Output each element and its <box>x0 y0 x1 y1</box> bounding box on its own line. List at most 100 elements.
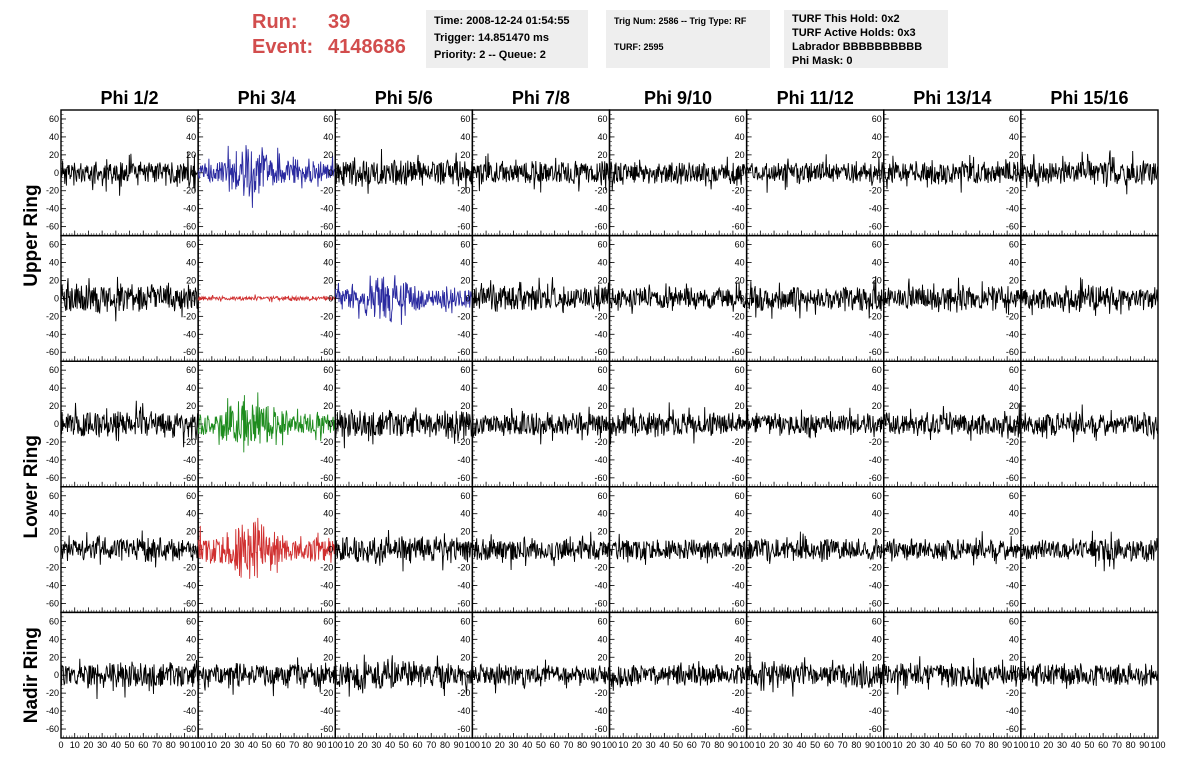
waveform-panel: -60 -40 -20 0 20 40 60 <box>320 486 474 614</box>
waveform-line <box>334 148 473 194</box>
y-tick-label: 40 <box>872 132 882 142</box>
y-tick-label: 40 <box>49 509 59 519</box>
waveform-panel: -60 -40 -20 0 20 40 60 <box>46 486 199 614</box>
y-tick-label: 40 <box>460 634 470 644</box>
waveform-line <box>197 294 336 303</box>
time-text: Time: 2008-12-24 01:54:55 <box>434 15 570 27</box>
y-tick-label: 60 <box>1009 240 1019 250</box>
y-tick-label: -40 <box>594 580 607 590</box>
y-tick-label: 60 <box>735 114 745 124</box>
x-tick-label: 80 <box>577 740 587 750</box>
y-tick-label: 0 <box>740 293 745 303</box>
y-tick-label: -40 <box>1006 204 1019 214</box>
y-tick-label: 20 <box>186 527 196 537</box>
y-tick-label: 20 <box>597 401 607 411</box>
labrador-text: Labrador BBBBBBBBBB <box>792 41 923 53</box>
x-tick-label: 60 <box>961 740 971 750</box>
y-tick-label: -20 <box>732 688 745 698</box>
column-header: Phi 3/4 <box>238 88 296 108</box>
y-tick-label: 20 <box>323 401 333 411</box>
y-tick-label: -60 <box>320 222 333 232</box>
y-tick-label: 40 <box>460 132 470 142</box>
y-tick-label: -40 <box>594 204 607 214</box>
waveform-panel: -60 -40 -20 0 20 40 60 <box>732 234 885 362</box>
y-tick-label: 0 <box>191 670 196 680</box>
x-tick-label: 30 <box>783 740 793 750</box>
y-tick-label: -60 <box>46 598 59 608</box>
y-tick-label: -60 <box>869 724 882 734</box>
x-tick-label: 100 <box>739 740 754 750</box>
y-tick-label: 40 <box>323 509 333 519</box>
event-label: Event: <box>252 36 314 58</box>
y-tick-label: 0 <box>328 419 333 429</box>
y-tick-label: -20 <box>1006 563 1019 573</box>
y-tick-label: -60 <box>732 724 745 734</box>
y-tick-label: 60 <box>597 114 607 124</box>
y-tick-label: 0 <box>602 545 607 555</box>
y-tick-label: -20 <box>183 311 196 321</box>
y-tick-label: 20 <box>1009 150 1019 160</box>
x-tick-label: 40 <box>385 740 395 750</box>
y-tick-label: 20 <box>735 401 745 411</box>
x-tick-label: 30 <box>371 740 381 750</box>
y-tick-label: 20 <box>460 652 470 662</box>
y-tick-label: 0 <box>191 168 196 178</box>
y-tick-label: -40 <box>732 329 745 339</box>
y-tick-label: 40 <box>186 509 196 519</box>
waveform-panel: -60 -40 -20 0 20 40 60 <box>457 486 611 614</box>
waveform-line <box>609 533 748 565</box>
y-tick-label: -20 <box>320 186 333 196</box>
x-tick-label: 60 <box>413 740 423 750</box>
y-tick-label: -20 <box>320 437 333 447</box>
y-tick-label: -20 <box>183 688 196 698</box>
y-tick-label: -60 <box>869 222 882 232</box>
y-tick-label: -20 <box>183 186 196 196</box>
y-tick-label: 0 <box>602 670 607 680</box>
y-tick-label: 0 <box>740 670 745 680</box>
y-tick-label: 20 <box>735 652 745 662</box>
y-tick-label: 60 <box>597 616 607 626</box>
y-tick-label: 40 <box>1009 634 1019 644</box>
y-tick-label: -40 <box>183 580 196 590</box>
y-tick-label: -40 <box>320 455 333 465</box>
y-tick-label: 60 <box>49 616 59 626</box>
y-tick-label: 40 <box>735 509 745 519</box>
y-tick-label: -60 <box>46 347 59 357</box>
y-tick-label: -60 <box>1006 598 1019 608</box>
turf-text: TURF: 2595 <box>614 42 664 52</box>
x-tick-label: 80 <box>303 740 313 750</box>
y-tick-label: 40 <box>735 258 745 268</box>
y-tick-label: 60 <box>872 365 882 375</box>
y-tick-label: 0 <box>602 293 607 303</box>
y-tick-label: 0 <box>602 168 607 178</box>
y-tick-label: 20 <box>323 150 333 160</box>
y-tick-label: -20 <box>732 311 745 321</box>
row-label: Nadir Ring <box>21 627 42 723</box>
y-tick-label: 0 <box>465 670 470 680</box>
y-tick-label: 20 <box>460 401 470 411</box>
waveform-line <box>609 402 748 445</box>
waveform-line <box>60 276 199 322</box>
y-tick-label: 60 <box>872 114 882 124</box>
x-tick-label: 70 <box>1112 740 1122 750</box>
y-tick-label: -60 <box>46 473 59 483</box>
x-tick-label: 50 <box>947 740 957 750</box>
x-tick-label: 50 <box>399 740 409 750</box>
y-tick-label: -40 <box>183 706 196 716</box>
y-tick-label: -40 <box>869 329 882 339</box>
waveform-panel: -60 -40 -20 0 20 40 60 <box>457 234 611 362</box>
waveform-line <box>472 659 610 694</box>
y-tick-label: 20 <box>323 527 333 537</box>
column-header: Phi 5/6 <box>375 88 433 108</box>
run-label: Run: <box>252 11 298 33</box>
waveform-line <box>883 656 1022 695</box>
y-tick-label: -60 <box>594 724 607 734</box>
y-tick-label: -60 <box>457 222 470 232</box>
y-tick-label: -40 <box>457 706 470 716</box>
y-tick-label: 0 <box>1014 293 1019 303</box>
y-tick-label: 60 <box>186 240 196 250</box>
y-tick-label: -60 <box>457 473 470 483</box>
y-tick-label: 20 <box>460 275 470 285</box>
y-tick-label: -60 <box>183 222 196 232</box>
